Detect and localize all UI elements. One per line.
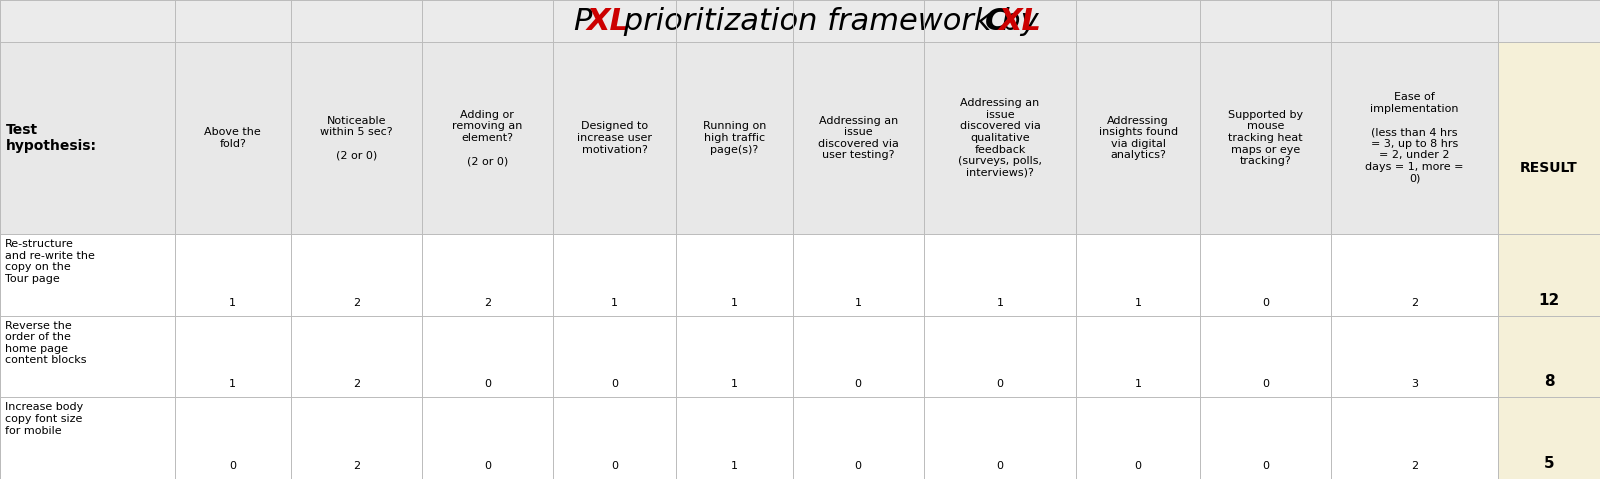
Text: 0: 0 — [483, 461, 491, 471]
Text: 0: 0 — [1262, 461, 1269, 471]
Text: P: P — [573, 7, 592, 35]
Text: 1: 1 — [611, 297, 618, 308]
Text: 1: 1 — [731, 379, 738, 389]
Text: 0: 0 — [483, 379, 491, 389]
Text: 0: 0 — [1262, 379, 1269, 389]
Bar — [0, 42, 1600, 234]
Text: 12: 12 — [1539, 293, 1560, 308]
Text: 1: 1 — [1134, 297, 1142, 308]
Text: RESULT: RESULT — [1520, 161, 1578, 175]
Text: 2: 2 — [354, 297, 360, 308]
Text: 1: 1 — [997, 297, 1003, 308]
Text: 0: 0 — [997, 379, 1003, 389]
Text: 2: 2 — [1411, 297, 1418, 308]
Text: 3: 3 — [1411, 379, 1418, 389]
Text: 1: 1 — [731, 297, 738, 308]
Text: 0: 0 — [611, 379, 618, 389]
Text: Above the
fold?: Above the fold? — [205, 127, 261, 149]
Text: Addressing
insights found
via digital
analytics?: Addressing insights found via digital an… — [1099, 115, 1178, 160]
Text: 0: 0 — [854, 461, 862, 471]
Text: XL: XL — [586, 7, 629, 35]
Text: 0: 0 — [229, 461, 237, 471]
Text: Re-structure
and re-write the
copy on the
Tour page: Re-structure and re-write the copy on th… — [5, 239, 94, 284]
Text: 8: 8 — [1544, 374, 1555, 389]
Text: Running on
high traffic
page(s)?: Running on high traffic page(s)? — [702, 121, 766, 155]
Bar — [1498, 234, 1600, 316]
Text: 1: 1 — [854, 297, 862, 308]
Text: 2: 2 — [354, 461, 360, 471]
Text: Test
hypothesis:: Test hypothesis: — [6, 123, 98, 153]
Text: 5: 5 — [1544, 456, 1555, 471]
Text: Addressing an
issue
discovered via
qualitative
feedback
(surveys, polls,
intervi: Addressing an issue discovered via quali… — [958, 98, 1042, 178]
Bar — [0, 0, 1600, 42]
Bar — [1498, 398, 1600, 479]
Text: Noticeable
within 5 sec?

(2 or 0): Noticeable within 5 sec? (2 or 0) — [320, 115, 392, 160]
Bar — [0, 316, 1498, 398]
Text: Increase body
copy font size
for mobile: Increase body copy font size for mobile — [5, 402, 83, 435]
Text: Ease of
implementation

(less than 4 hrs
= 3, up to 8 hrs
= 2, under 2
days = 1,: Ease of implementation (less than 4 hrs … — [1365, 92, 1464, 183]
Text: C: C — [986, 7, 1008, 35]
Text: 2: 2 — [1411, 461, 1418, 471]
Text: Supported by
mouse
tracking heat
maps or eye
tracking?: Supported by mouse tracking heat maps or… — [1227, 110, 1302, 166]
Text: 1: 1 — [731, 461, 738, 471]
Text: 0: 0 — [997, 461, 1003, 471]
Text: 1: 1 — [229, 379, 237, 389]
Bar — [1498, 316, 1600, 398]
Text: XL: XL — [998, 7, 1042, 35]
Text: 0: 0 — [854, 379, 862, 389]
Text: 1: 1 — [1134, 379, 1142, 389]
Text: 2: 2 — [354, 379, 360, 389]
Text: 0: 0 — [1134, 461, 1142, 471]
Text: prioritization framework by: prioritization framework by — [614, 7, 1048, 35]
Text: Designed to
increase user
motivation?: Designed to increase user motivation? — [578, 121, 653, 155]
Text: 1: 1 — [229, 297, 237, 308]
Bar — [0, 398, 1498, 479]
Bar — [1498, 42, 1600, 234]
Text: Addressing an
issue
discovered via
user testing?: Addressing an issue discovered via user … — [818, 115, 899, 160]
Text: 0: 0 — [1262, 297, 1269, 308]
Text: 0: 0 — [611, 461, 618, 471]
Text: Adding or
removing an
element?

(2 or 0): Adding or removing an element? (2 or 0) — [453, 110, 523, 166]
Bar — [0, 234, 1498, 316]
Text: Reverse the
order of the
home page
content blocks: Reverse the order of the home page conte… — [5, 320, 86, 365]
Text: 2: 2 — [483, 297, 491, 308]
